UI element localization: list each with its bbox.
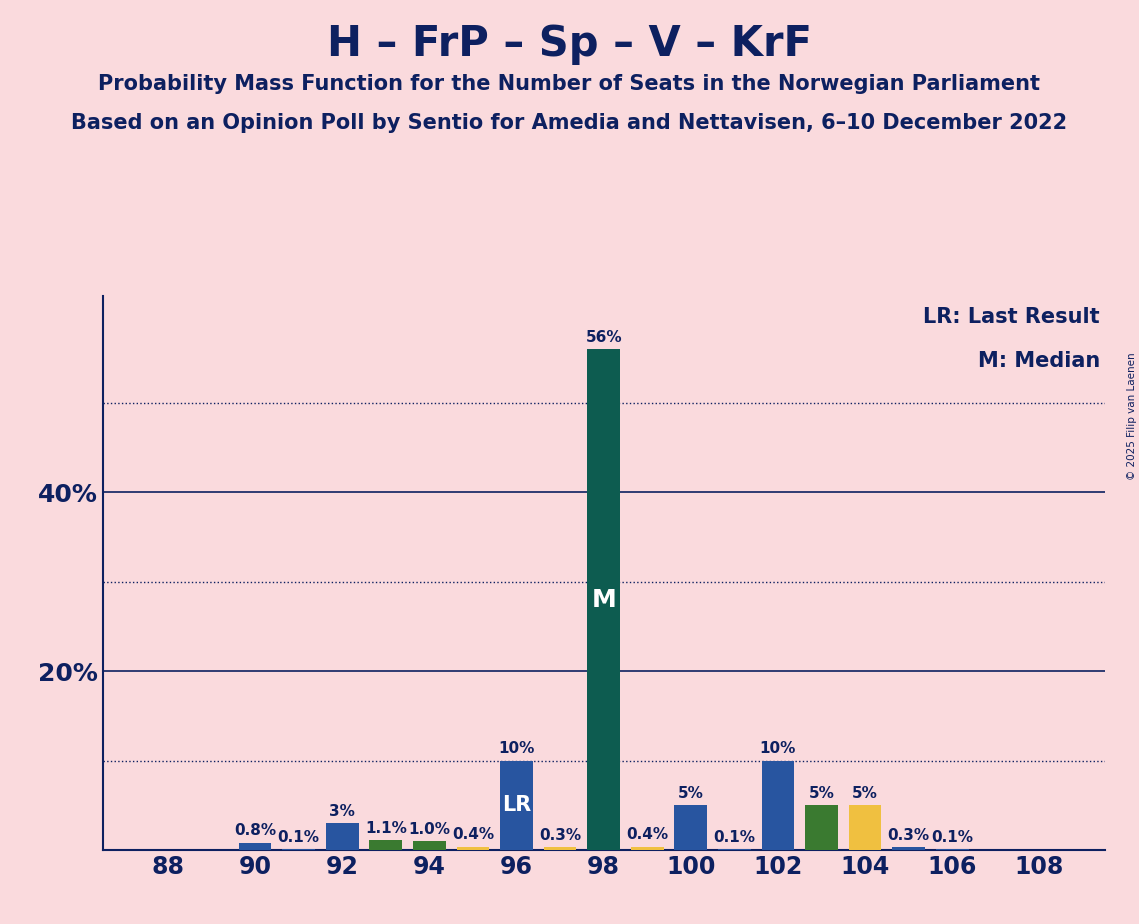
Text: M: M: [591, 588, 616, 612]
Bar: [849, 806, 882, 850]
Bar: [805, 806, 838, 850]
Text: 1.0%: 1.0%: [409, 821, 450, 836]
Text: LR: Last Result: LR: Last Result: [924, 307, 1100, 327]
Text: 5%: 5%: [852, 786, 878, 801]
Bar: [588, 349, 620, 850]
Bar: [326, 823, 359, 850]
Bar: [762, 760, 794, 850]
Bar: [369, 840, 402, 850]
Text: 1.1%: 1.1%: [364, 821, 407, 836]
Text: 5%: 5%: [809, 786, 835, 801]
Text: Based on an Opinion Poll by Sentio for Amedia and Nettavisen, 6–10 December 2022: Based on an Opinion Poll by Sentio for A…: [72, 113, 1067, 133]
Text: 0.1%: 0.1%: [713, 830, 755, 845]
Text: LR: LR: [502, 796, 531, 815]
Text: M: Median: M: Median: [977, 351, 1100, 371]
Text: 10%: 10%: [499, 741, 534, 756]
Text: 0.3%: 0.3%: [887, 828, 929, 843]
Text: 3%: 3%: [329, 804, 355, 819]
Bar: [892, 847, 925, 850]
Text: 0.1%: 0.1%: [932, 830, 974, 845]
Text: 0.4%: 0.4%: [626, 827, 669, 842]
Text: 0.8%: 0.8%: [233, 823, 276, 838]
Bar: [413, 841, 445, 850]
Text: 0.3%: 0.3%: [539, 828, 581, 843]
Text: 10%: 10%: [760, 741, 796, 756]
Bar: [500, 760, 533, 850]
Text: 5%: 5%: [678, 786, 704, 801]
Text: H – FrP – Sp – V – KrF: H – FrP – Sp – V – KrF: [327, 23, 812, 65]
Text: © 2025 Filip van Laenen: © 2025 Filip van Laenen: [1126, 352, 1137, 480]
Text: 0.1%: 0.1%: [278, 830, 320, 845]
Text: Probability Mass Function for the Number of Seats in the Norwegian Parliament: Probability Mass Function for the Number…: [98, 74, 1041, 94]
Text: 0.4%: 0.4%: [452, 827, 494, 842]
Text: 56%: 56%: [585, 330, 622, 345]
Bar: [674, 806, 707, 850]
Bar: [239, 843, 271, 850]
Bar: [457, 846, 490, 850]
Bar: [543, 847, 576, 850]
Bar: [631, 846, 664, 850]
